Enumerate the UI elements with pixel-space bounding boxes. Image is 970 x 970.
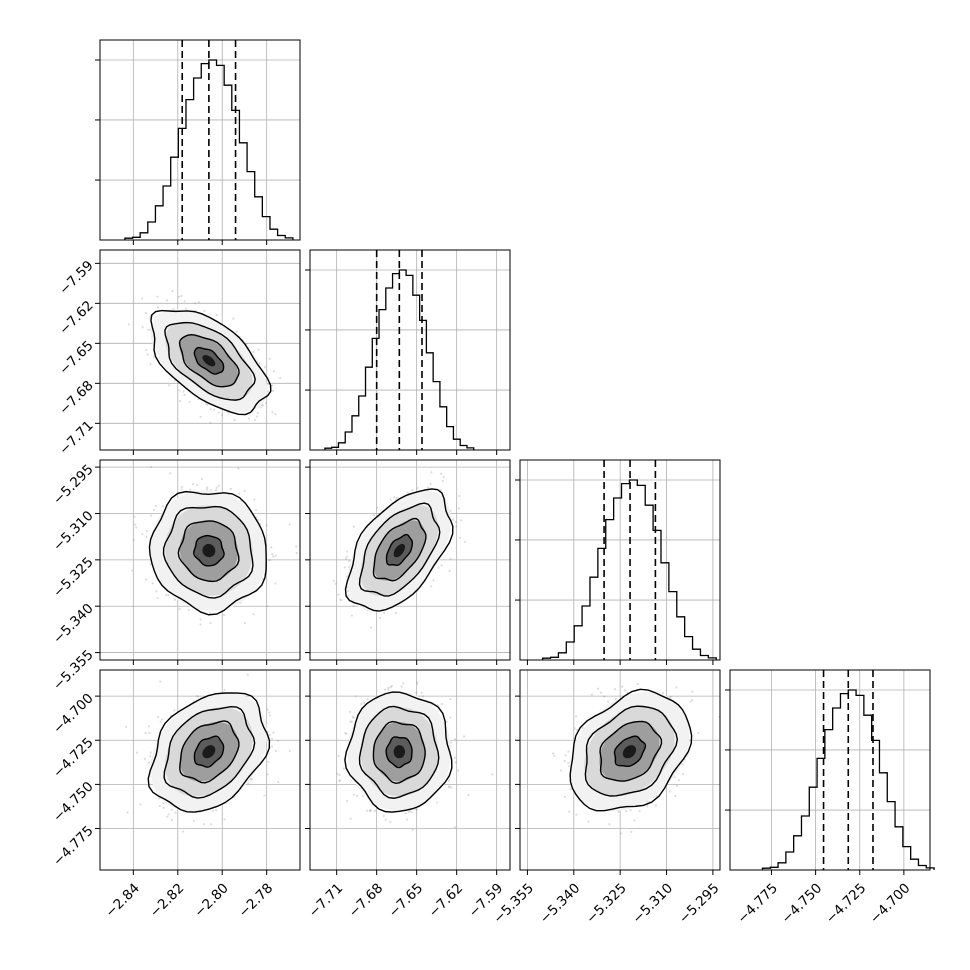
y-tick-label: −5.355 xyxy=(50,647,97,694)
histogram-step-2 xyxy=(541,479,717,660)
axes-frame xyxy=(309,669,511,871)
contour-line-3 xyxy=(193,534,225,567)
y-tick-label: −7.59 xyxy=(56,258,97,299)
density-level-4 xyxy=(393,745,406,759)
axes-frame xyxy=(99,249,301,451)
contour-line-3 xyxy=(193,735,225,768)
y-tick-label: −7.68 xyxy=(56,378,97,419)
contour-line-0 xyxy=(147,692,271,813)
y-tick-label: −7.71 xyxy=(56,418,97,459)
x-tick-label: −7.68 xyxy=(346,880,387,921)
contour-line-3 xyxy=(385,533,414,566)
x-tick-label: −2.78 xyxy=(236,880,277,921)
y-tick-label: −7.65 xyxy=(56,338,97,379)
y-tick-label: −5.310 xyxy=(50,508,97,555)
axes-frame xyxy=(99,39,301,241)
x-tick-label: −2.80 xyxy=(191,880,232,921)
contour-line-1 xyxy=(163,706,256,799)
density-level-4 xyxy=(202,354,216,367)
contour-line-0 xyxy=(150,309,272,416)
x-tick-label: −2.82 xyxy=(147,880,188,921)
contour-line-1 xyxy=(358,705,440,799)
density-level-4 xyxy=(393,543,406,558)
contour-line-0 xyxy=(344,488,454,612)
contour-line-0 xyxy=(569,688,693,812)
x-tick-label: −7.71 xyxy=(306,880,347,921)
histogram-step-3 xyxy=(761,689,935,870)
y-tick-label: −5.325 xyxy=(50,554,97,601)
x-tick-label: −2.84 xyxy=(102,880,143,921)
histogram-panel-0 xyxy=(95,39,301,245)
x-tick-label: −5.295 xyxy=(676,880,723,927)
x-tick-label: −5.325 xyxy=(583,880,630,927)
contour-line-1 xyxy=(584,705,679,797)
density-level-4 xyxy=(202,543,216,558)
y-tick-label: −4.700 xyxy=(50,690,97,737)
contour-line-2 xyxy=(599,720,663,782)
x-tick-label: −4.725 xyxy=(823,880,870,927)
x-tick-label: −4.775 xyxy=(734,880,781,927)
histogram-step-1 xyxy=(324,269,475,450)
x-tick-label: −5.310 xyxy=(629,880,676,927)
contour-line-2 xyxy=(177,520,240,583)
contour-line-0 xyxy=(344,691,453,813)
contour-line-1 xyxy=(358,502,441,597)
density-level-4 xyxy=(202,745,216,759)
scatter-panel-3-1 xyxy=(305,669,511,875)
x-tick-label: −7.62 xyxy=(426,880,467,921)
contour-line-2 xyxy=(178,334,240,388)
density-level-4 xyxy=(622,745,637,759)
axes-frame xyxy=(309,249,511,451)
contour-line-1 xyxy=(164,321,256,401)
y-tick-label: −4.725 xyxy=(50,735,97,782)
contour-line-1 xyxy=(162,505,254,599)
axes-frame xyxy=(99,669,301,871)
histogram-step-0 xyxy=(124,59,294,240)
y-tick-label: −7.62 xyxy=(56,298,97,339)
contour-line-3 xyxy=(385,736,413,769)
x-tick-label: −4.750 xyxy=(779,880,826,927)
y-tick-label: −5.340 xyxy=(50,601,97,648)
scatter-panel-1-0 xyxy=(95,249,301,455)
x-tick-label: −7.65 xyxy=(386,880,427,921)
contour-line-3 xyxy=(613,735,647,768)
histogram-panel-2 xyxy=(515,459,721,665)
scatter-panel-2-1 xyxy=(305,459,511,665)
x-tick-label: −5.340 xyxy=(537,880,584,927)
y-tick-label: −5.295 xyxy=(50,461,97,508)
y-tick-label: −4.750 xyxy=(50,779,97,826)
contour-line-0 xyxy=(148,490,267,616)
contour-line-2 xyxy=(372,517,427,582)
scatter-panel-3-0 xyxy=(95,669,301,875)
axes-frame xyxy=(729,669,931,871)
x-tick-label: −4.700 xyxy=(867,880,914,927)
histogram-panel-1 xyxy=(305,249,511,455)
contour-line-3 xyxy=(193,346,225,375)
scatter-panel-3-2 xyxy=(515,669,721,875)
contour-line-2 xyxy=(179,720,240,784)
histogram-panel-3 xyxy=(725,669,935,875)
y-tick-label: −4.775 xyxy=(50,823,97,870)
scatter-panel-2-0 xyxy=(95,459,301,665)
contour-line-2 xyxy=(372,720,426,785)
